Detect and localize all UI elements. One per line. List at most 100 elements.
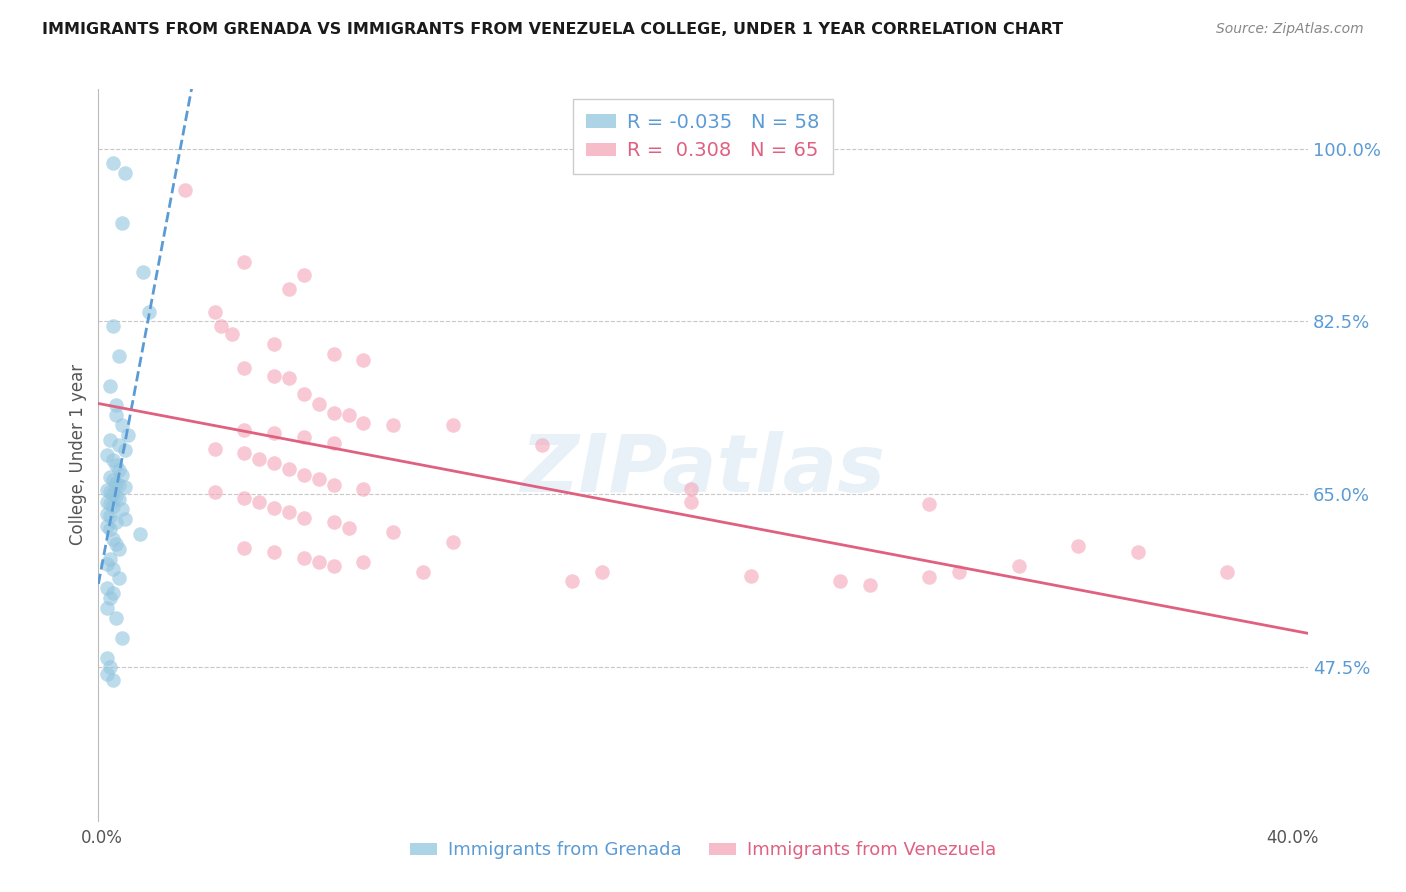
Point: [103, 532, 125, 546]
Point: [108, 477, 131, 491]
Point: [96, 650, 118, 665]
Point: [96, 667, 118, 681]
Point: [108, 572, 131, 586]
Point: [292, 550, 315, 565]
Point: [96, 519, 118, 533]
Point: [337, 409, 360, 423]
Point: [1008, 558, 1031, 573]
Point: [105, 399, 128, 413]
Point: [98, 591, 121, 606]
Point: [740, 568, 762, 582]
Point: [103, 319, 125, 334]
Point: [263, 368, 285, 383]
Point: [98, 485, 121, 500]
Point: [108, 541, 131, 556]
Point: [353, 353, 375, 368]
Point: [105, 475, 128, 490]
Point: [561, 574, 583, 589]
Point: [111, 502, 134, 516]
Point: [111, 418, 134, 433]
Point: [117, 428, 139, 442]
Point: [103, 156, 125, 170]
Point: [322, 515, 344, 529]
Point: [209, 319, 232, 334]
Point: [105, 537, 128, 551]
Point: [308, 472, 330, 486]
Point: [263, 545, 285, 559]
Point: [247, 495, 270, 509]
Point: [263, 456, 285, 470]
Point: [233, 360, 256, 375]
Point: [382, 418, 405, 433]
Point: [412, 565, 434, 579]
Point: [353, 417, 375, 431]
Point: [96, 483, 118, 497]
Point: [337, 521, 360, 535]
Point: [114, 166, 136, 180]
Point: [1067, 539, 1090, 553]
Point: [353, 555, 375, 569]
Point: [103, 500, 125, 514]
Point: [441, 418, 464, 433]
Point: [322, 477, 344, 491]
Point: [322, 436, 344, 450]
Point: [263, 426, 285, 441]
Point: [103, 487, 125, 501]
Point: [233, 446, 256, 460]
Point: [221, 327, 243, 342]
Text: ZIPatlas: ZIPatlas: [520, 431, 886, 508]
Point: [105, 515, 128, 529]
Point: [292, 386, 315, 401]
Point: [278, 505, 301, 519]
Point: [322, 406, 344, 420]
Point: [353, 482, 375, 496]
Point: [98, 497, 121, 511]
Point: [138, 304, 160, 318]
Point: [103, 561, 125, 575]
Point: [108, 492, 131, 507]
Legend: Immigrants from Grenada, Immigrants from Venezuela: Immigrants from Grenada, Immigrants from…: [404, 834, 1002, 866]
Point: [114, 479, 136, 493]
Point: [308, 555, 330, 569]
Point: [111, 467, 134, 482]
Point: [98, 660, 121, 674]
Point: [322, 558, 344, 573]
Point: [233, 255, 256, 269]
Point: [111, 631, 134, 645]
Point: [292, 430, 315, 444]
Point: [322, 347, 344, 361]
Point: [114, 512, 136, 526]
Point: [105, 409, 128, 423]
Point: [308, 396, 330, 410]
Point: [96, 557, 118, 571]
Point: [108, 438, 131, 452]
Point: [204, 304, 226, 318]
Point: [247, 451, 270, 466]
Point: [111, 216, 134, 230]
Point: [948, 565, 970, 579]
Point: [204, 442, 226, 456]
Point: [1126, 545, 1149, 559]
Point: [278, 371, 301, 385]
Point: [98, 551, 121, 566]
Point: [114, 442, 136, 457]
Point: [98, 433, 121, 447]
Point: [173, 183, 195, 197]
Point: [828, 574, 851, 589]
Point: [859, 578, 882, 592]
Point: [233, 423, 256, 437]
Point: [591, 565, 613, 579]
Point: [96, 582, 118, 596]
Point: [382, 524, 405, 539]
Point: [96, 507, 118, 521]
Point: [98, 522, 121, 536]
Point: [918, 570, 941, 584]
Point: [278, 462, 301, 476]
Point: [108, 463, 131, 477]
Point: [292, 467, 315, 482]
Y-axis label: College, Under 1 year: College, Under 1 year: [69, 364, 87, 546]
Point: [105, 490, 128, 504]
Point: [103, 673, 125, 688]
Point: [292, 268, 315, 282]
Point: [96, 601, 118, 615]
